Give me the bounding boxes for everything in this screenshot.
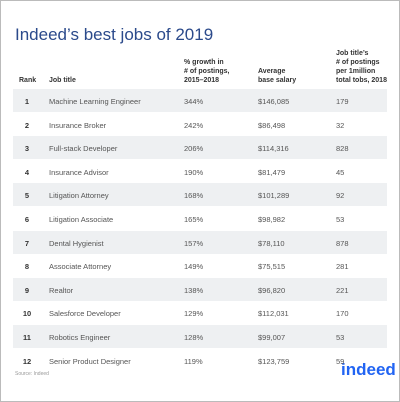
cell: 1 — [24, 97, 30, 106]
cell: 344% — [184, 97, 204, 106]
cell: 11 — [23, 333, 31, 342]
cell: 4 — [24, 167, 30, 177]
cell: 157% — [184, 238, 204, 248]
row-band — [13, 136, 387, 160]
cell: 828 — [336, 144, 349, 154]
cell: 92 — [336, 191, 345, 201]
cell: 165% — [184, 215, 204, 224]
cell: $81,479 — [258, 167, 286, 177]
cell: $75,515 — [258, 262, 286, 272]
row-band — [13, 325, 387, 348]
cell: Litigation Attorney — [49, 191, 109, 201]
cell: $114,316 — [258, 144, 289, 154]
cell: 128% — [184, 333, 204, 342]
cell: 8 — [24, 262, 30, 272]
column-header: Average base salary — [258, 68, 297, 84]
cell: 59 — [336, 356, 345, 366]
cell: Dental Hygienist — [49, 238, 104, 248]
column-header: % growth in # of postings, 2015–2018 — [184, 59, 230, 84]
cell: 12 — [22, 356, 32, 366]
cell: $123,759 — [258, 356, 290, 366]
cell: $146,085 — [258, 97, 290, 106]
cell: 53 — [336, 333, 345, 342]
cell: $99,007 — [258, 333, 286, 342]
cell: 190% — [184, 167, 204, 177]
cell: 5 — [24, 191, 30, 201]
cell: 138% — [184, 285, 204, 295]
cell: 149% — [184, 262, 204, 272]
row-band — [13, 89, 387, 112]
cell: Salesforce Developer — [49, 309, 121, 319]
logo: indeed — [341, 360, 396, 379]
cell: $101,289 — [258, 191, 290, 201]
cell: Realtor — [49, 285, 74, 295]
column-header: Job title — [49, 77, 76, 84]
cell: 119% — [184, 356, 203, 366]
cell: 9 — [24, 285, 30, 295]
cell: 168% — [184, 191, 204, 201]
cell: 3 — [24, 144, 30, 154]
cell: Senior Product Designer — [49, 356, 131, 366]
title: Indeed’s best jobs of 2019 — [15, 25, 214, 44]
cell: 7 — [24, 238, 30, 248]
cell: Full-stack Developer — [49, 144, 118, 154]
cell: 221 — [336, 285, 349, 295]
cell: 129% — [184, 309, 204, 319]
cell: $78,110 — [258, 238, 285, 248]
cell: Insurance Advisor — [49, 167, 109, 177]
cell: 242% — [184, 120, 204, 130]
cell: Litigation Associate — [49, 215, 114, 224]
row-band — [13, 230, 387, 254]
cell: Robotics Engineer — [49, 333, 111, 342]
cell: 281 — [336, 262, 349, 272]
cell: 45 — [336, 167, 345, 177]
row-band — [13, 183, 387, 207]
cell: $96,820 — [258, 285, 286, 295]
cell: 10 — [22, 309, 32, 319]
cell: $86,498 — [258, 120, 286, 130]
column-header: Job title’s # of postings per 1million t… — [336, 50, 387, 84]
cell: $112,031 — [258, 309, 289, 319]
cell: 179 — [336, 97, 349, 106]
cell: 878 — [336, 238, 349, 248]
cell: 170 — [336, 309, 349, 319]
cell: 2 — [24, 120, 30, 130]
cell: $98,982 — [258, 215, 286, 224]
cell: Insurance Broker — [49, 120, 107, 130]
cell: 53 — [336, 215, 345, 224]
cell: 6 — [24, 215, 30, 224]
source: Source: Indeed — [15, 371, 49, 377]
column-header: Rank — [19, 77, 37, 84]
cell: 206% — [184, 144, 204, 154]
cell: Associate Attorney — [49, 262, 112, 272]
row-band — [13, 277, 387, 301]
cell: 32 — [336, 120, 345, 130]
cell: Machine Learning Engineer — [49, 97, 141, 106]
